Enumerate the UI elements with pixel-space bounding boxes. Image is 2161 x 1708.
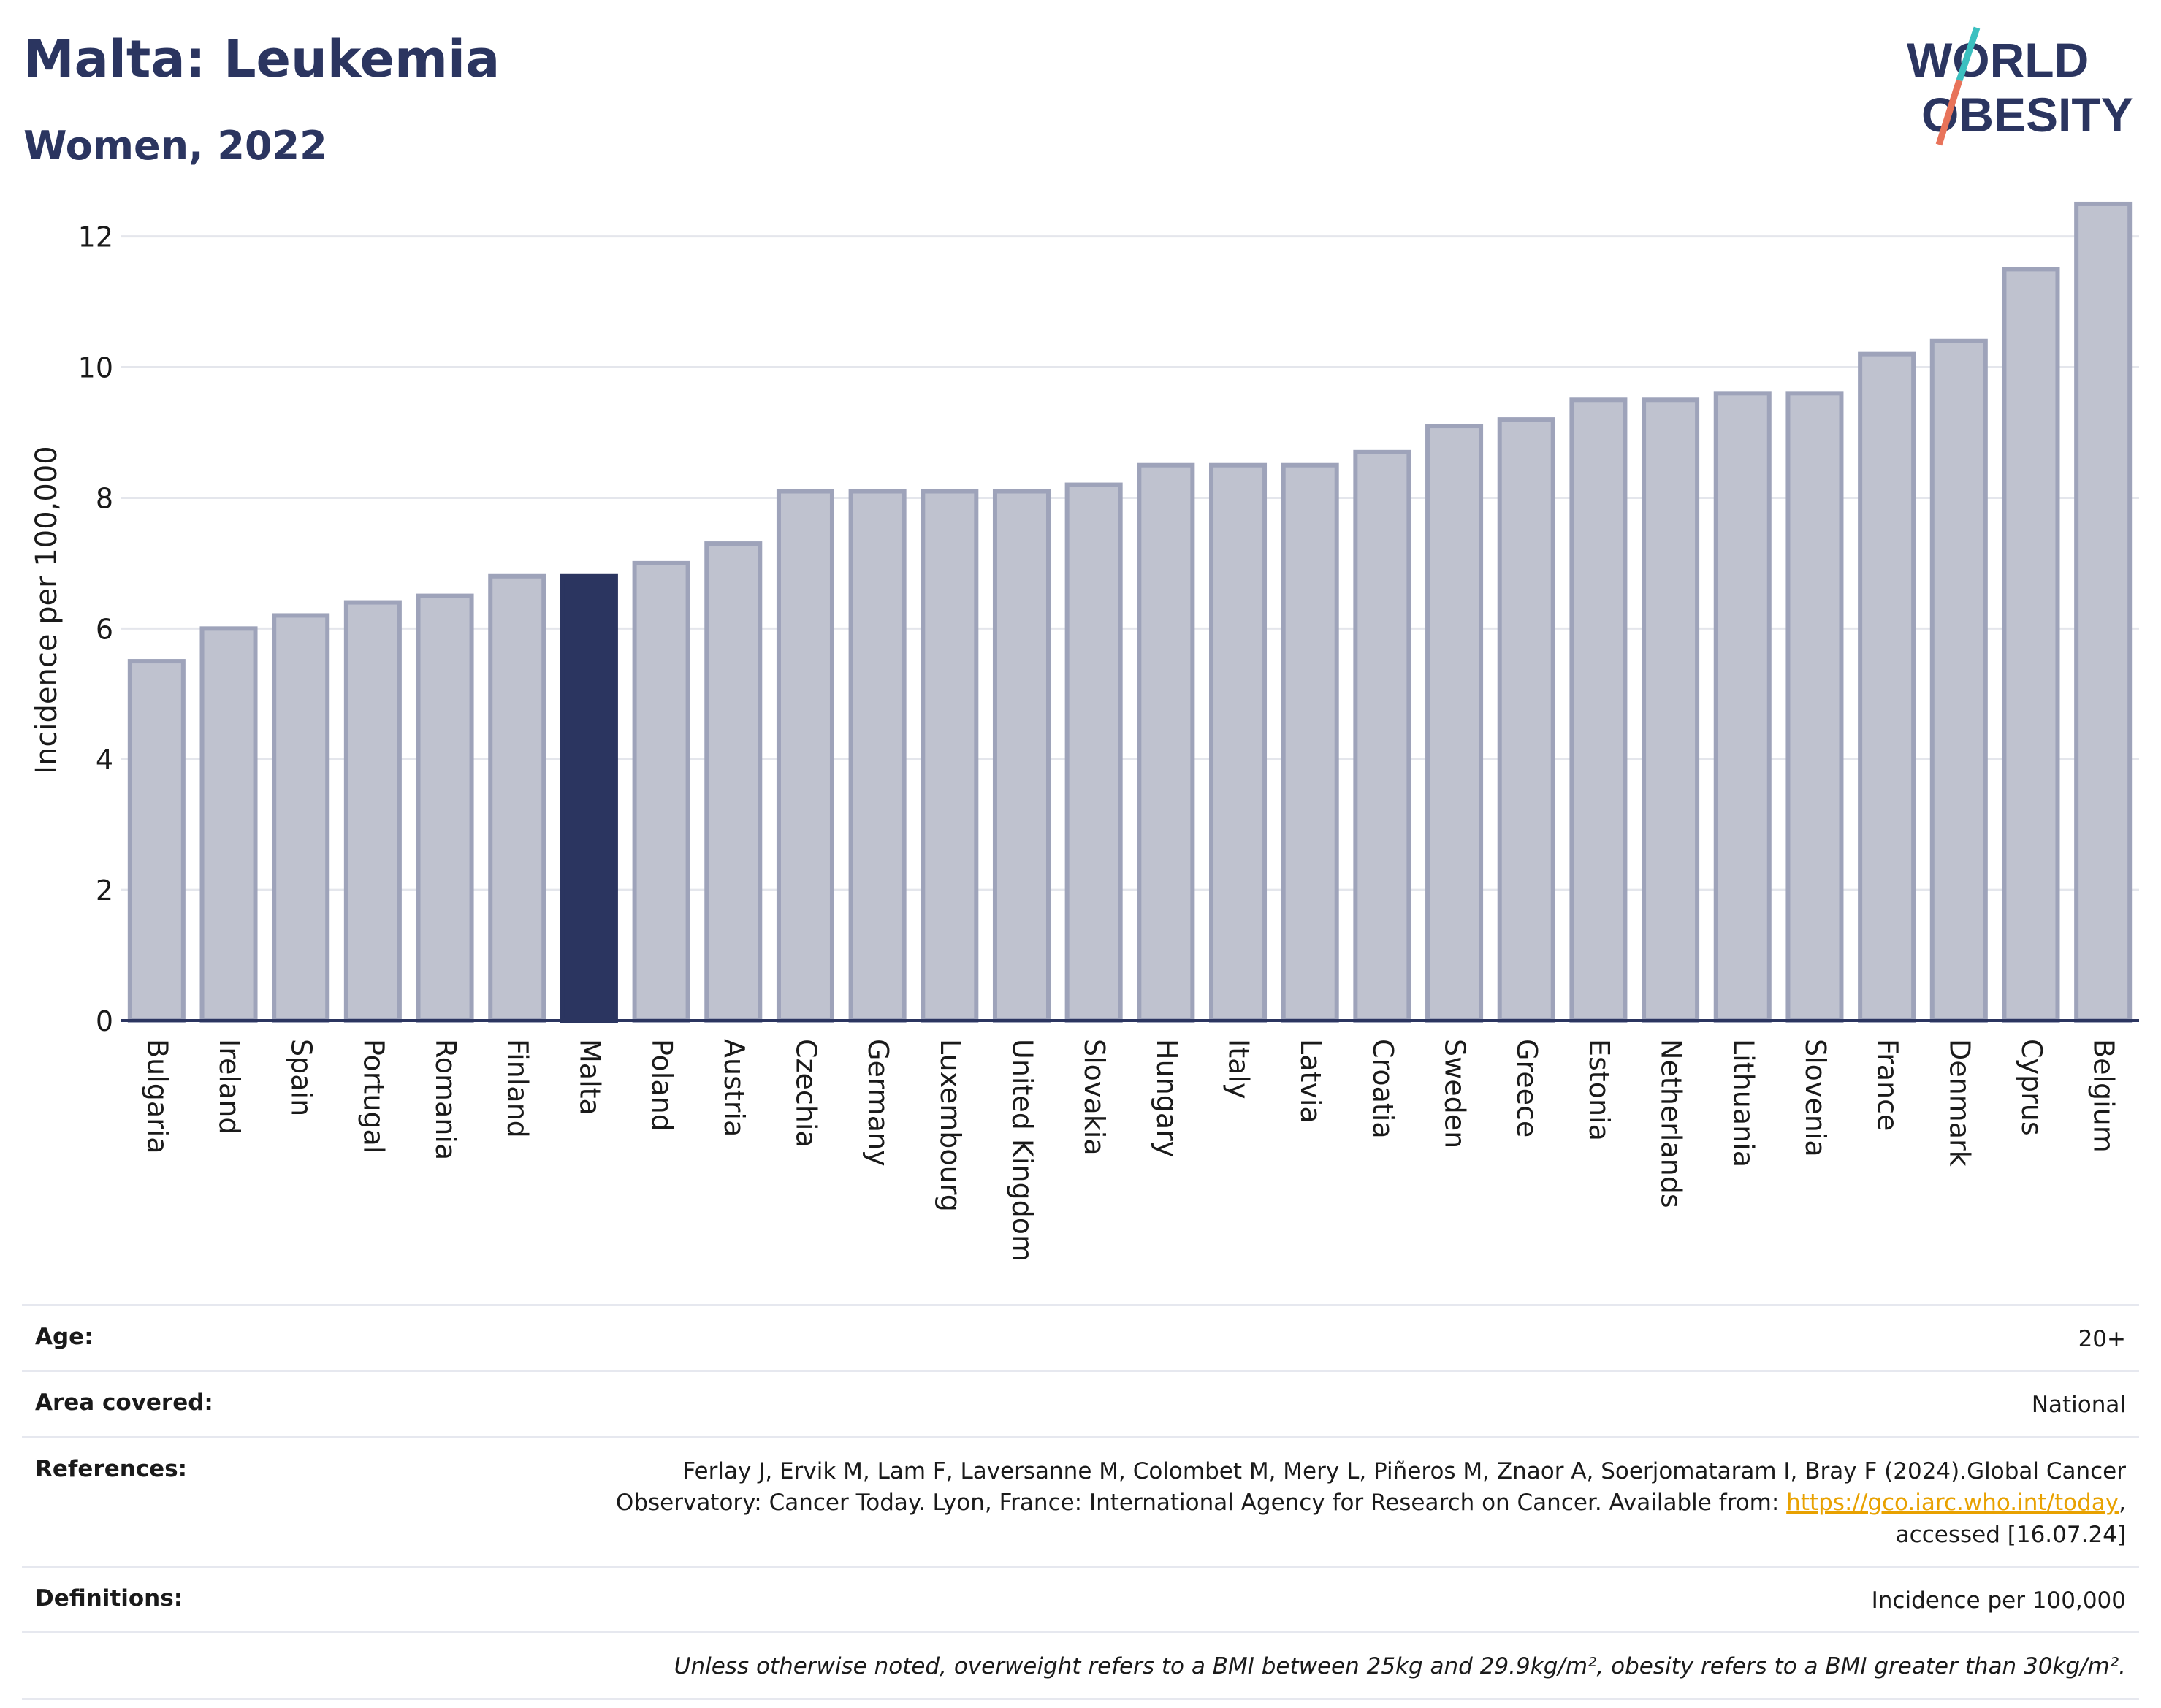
- x-tick-label: Spain: [286, 1039, 318, 1116]
- logo-word-world: WORLD: [1907, 33, 2089, 87]
- x-tick-label: Romania: [430, 1039, 462, 1160]
- x-tick-labels: Bulgaria Ireland Spain Portugal Romania Finla…: [141, 1039, 2119, 1262]
- meta-row-references: References: Ferlay J, Ervik M, Lam F, La…: [22, 1436, 2139, 1566]
- definitions-label: Definitions:: [35, 1585, 183, 1612]
- x-tick-label: Lithuania: [1727, 1039, 1759, 1167]
- x-tick-label: Portugal: [357, 1039, 389, 1154]
- area-label: Area covered:: [35, 1389, 213, 1417]
- bar-lithuania: [1713, 391, 1772, 1023]
- x-tick-label: Italy: [1223, 1039, 1255, 1099]
- x-tick-label: Bulgaria: [141, 1039, 173, 1154]
- bar-estonia: [1569, 397, 1628, 1023]
- bar-latvia: [1281, 462, 1339, 1023]
- meta-row-note: Unless otherwise noted, overweight refer…: [22, 1631, 2139, 1700]
- bar-austria: [704, 541, 763, 1023]
- bar-malta: [560, 573, 618, 1023]
- x-tick-label: Slovakia: [1078, 1039, 1110, 1156]
- x-tick-label: Netherlands: [1655, 1039, 1688, 1208]
- x-tick-label: Luxembourg: [934, 1039, 967, 1212]
- y-tick-label: 0: [96, 1005, 113, 1037]
- logo-slash-teal: [1956, 26, 1981, 82]
- meta-row-area: Area covered: National: [22, 1370, 2139, 1436]
- chart-subtitle: Women, 2022: [23, 123, 327, 169]
- meta-row-definitions: Definitions: Incidence per 100,000: [22, 1565, 2139, 1631]
- logo-slash-coral: [1935, 79, 1963, 146]
- y-tick-label: 12: [78, 221, 113, 253]
- bars: [127, 201, 2133, 1023]
- x-tick-label: Germany: [862, 1039, 894, 1167]
- x-tick-label: Greece: [1511, 1039, 1543, 1137]
- x-tick-label: Malta: [573, 1039, 606, 1116]
- y-tick-label: 8: [96, 482, 113, 514]
- meta-row-age: Age: 20+: [22, 1304, 2139, 1370]
- x-tick-label: Estonia: [1583, 1039, 1615, 1141]
- x-tick-label: Ireland: [213, 1039, 245, 1135]
- bar-finland: [488, 573, 546, 1023]
- x-tick-label: Croatia: [1367, 1039, 1399, 1139]
- bar-netherlands: [1642, 397, 1700, 1023]
- references-label: References:: [35, 1455, 188, 1482]
- x-tick-label: Latvia: [1295, 1039, 1327, 1124]
- references-link[interactable]: https://gco.iarc.who.int/today: [1786, 1490, 2119, 1517]
- definitions-value: Incidence per 100,000: [1871, 1587, 2126, 1614]
- bar-cyprus: [2002, 267, 2060, 1023]
- x-tick-label: Slovenia: [1799, 1039, 1832, 1157]
- bar-portugal: [343, 600, 402, 1023]
- x-tick-label: Denmark: [1943, 1039, 1975, 1167]
- bar-denmark: [1929, 338, 1988, 1023]
- x-tick-label: Hungary: [1151, 1039, 1183, 1157]
- y-tick-label: 2: [96, 874, 113, 907]
- bar-germany: [848, 489, 907, 1023]
- area-value: National: [2031, 1392, 2126, 1419]
- x-tick-label: Finland: [502, 1039, 534, 1138]
- y-tick-labels: 0 2 4 6 8 10 12: [78, 221, 113, 1037]
- x-tick-label: Czechia: [790, 1039, 822, 1148]
- age-value: 20+: [2078, 1326, 2126, 1352]
- bar-italy: [1209, 462, 1268, 1023]
- bar-france: [1858, 351, 1916, 1023]
- y-tick-label: 10: [78, 352, 113, 384]
- metadata-table: Age: 20+ Area covered: National Referenc…: [22, 1304, 2139, 1700]
- bar-belgium: [2074, 201, 2133, 1023]
- x-tick-label: Belgium: [2088, 1039, 2120, 1153]
- bar-poland: [632, 560, 690, 1023]
- bar-ireland: [199, 626, 258, 1023]
- x-tick-label: France: [1872, 1039, 1904, 1131]
- references-text: Ferlay J, Ervik M, Lam F, Laversanne M, …: [615, 1457, 2126, 1517]
- y-axis-label: Incidence per 100,000: [30, 446, 64, 774]
- bar-croatia: [1353, 449, 1411, 1023]
- bar-slovakia: [1064, 482, 1123, 1023]
- x-tick-label: Cyprus: [2016, 1039, 2048, 1136]
- bar-greece: [1497, 417, 1555, 1023]
- x-tick-label: Sweden: [1439, 1039, 1471, 1148]
- references-value: Ferlay J, Ervik M, Lam F, Laversanne M, …: [606, 1456, 2126, 1551]
- bar-slovenia: [1785, 391, 1844, 1023]
- bar-united-kingdom: [992, 489, 1051, 1023]
- x-tick-label: United Kingdom: [1006, 1039, 1038, 1262]
- bar-romania: [416, 593, 474, 1023]
- references-accessed: , accessed [16.07.24]: [1895, 1490, 2126, 1548]
- bar-sweden: [1425, 424, 1484, 1023]
- bar-luxembourg: [921, 489, 979, 1023]
- bar-czechia: [776, 489, 834, 1023]
- chart-title: Malta: Leukemia: [23, 29, 500, 89]
- bar-spain: [272, 613, 330, 1023]
- x-tick-label: Poland: [646, 1039, 678, 1132]
- world-obesity-logo: WORLD OBESITY: [1907, 26, 2133, 146]
- bar-bulgaria: [127, 659, 186, 1023]
- bmi-note: Unless otherwise noted, overweight refer…: [674, 1653, 2126, 1680]
- bar-chart: 0 2 4 6 8 10 12 Bulgaria Ireland Spain Portugal Ro…: [78, 201, 2139, 1262]
- bar-hungary: [1137, 462, 1195, 1023]
- x-tick-label: Austria: [718, 1039, 750, 1137]
- y-tick-label: 4: [96, 744, 113, 776]
- y-tick-label: 6: [96, 613, 113, 645]
- age-label: Age:: [35, 1324, 94, 1350]
